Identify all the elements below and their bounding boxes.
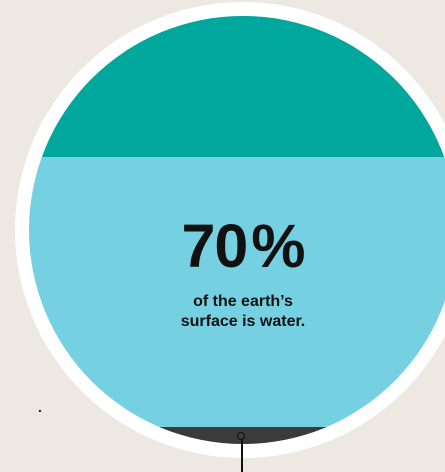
- stat-caption-line-1: of the earth’s: [193, 293, 293, 310]
- pointer-dot: [237, 432, 245, 440]
- earth-water-circle: [29, 16, 445, 444]
- stat-unit: %: [251, 212, 305, 280]
- pointer-line: [241, 439, 243, 472]
- stat-caption: of the earth’s surface is water.: [120, 292, 366, 332]
- stat-number: 70: [181, 212, 248, 280]
- stat-value: 70%: [120, 216, 366, 277]
- stat-caption-line-2: surface is water.: [180, 313, 306, 330]
- side-text-fragment-period: .: [38, 399, 42, 415]
- circle-top-band: [29, 16, 445, 157]
